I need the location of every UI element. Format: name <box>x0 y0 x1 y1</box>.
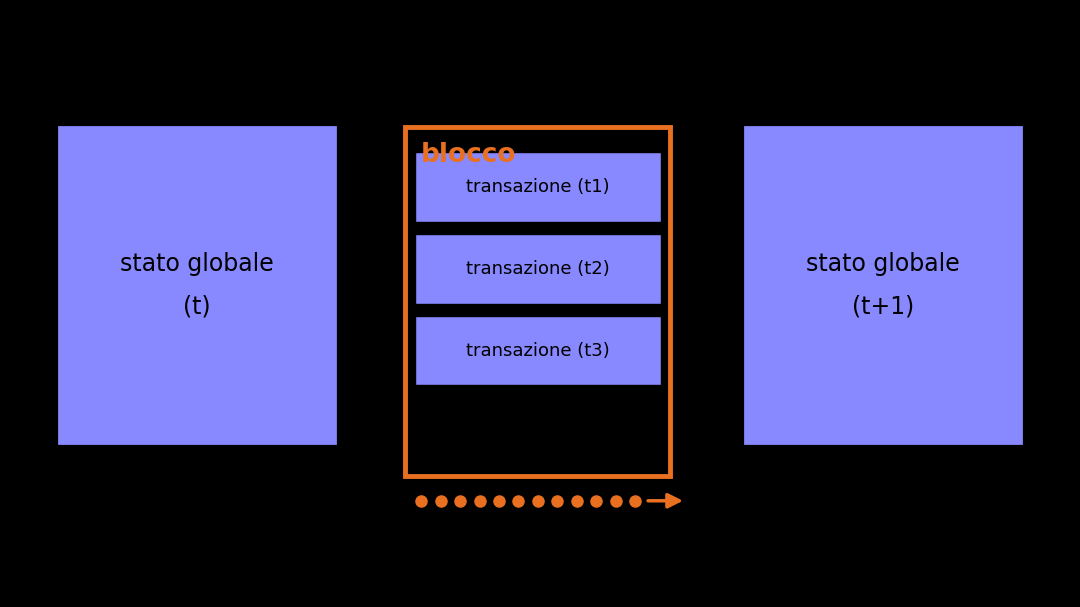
Text: (t): (t) <box>184 294 211 319</box>
Text: transazione (t3): transazione (t3) <box>465 342 610 359</box>
Text: (t+1): (t+1) <box>852 294 914 319</box>
Text: stato globale: stato globale <box>120 252 274 276</box>
Text: transazione (t1): transazione (t1) <box>467 178 609 195</box>
Text: blocco: blocco <box>421 142 516 168</box>
Text: transazione (t2): transazione (t2) <box>465 260 610 277</box>
Bar <box>405 127 670 476</box>
Bar <box>415 316 661 385</box>
Text: stato globale: stato globale <box>806 252 960 276</box>
Bar <box>415 152 661 222</box>
Bar <box>745 127 1021 443</box>
Bar <box>415 234 661 304</box>
Bar <box>59 127 335 443</box>
